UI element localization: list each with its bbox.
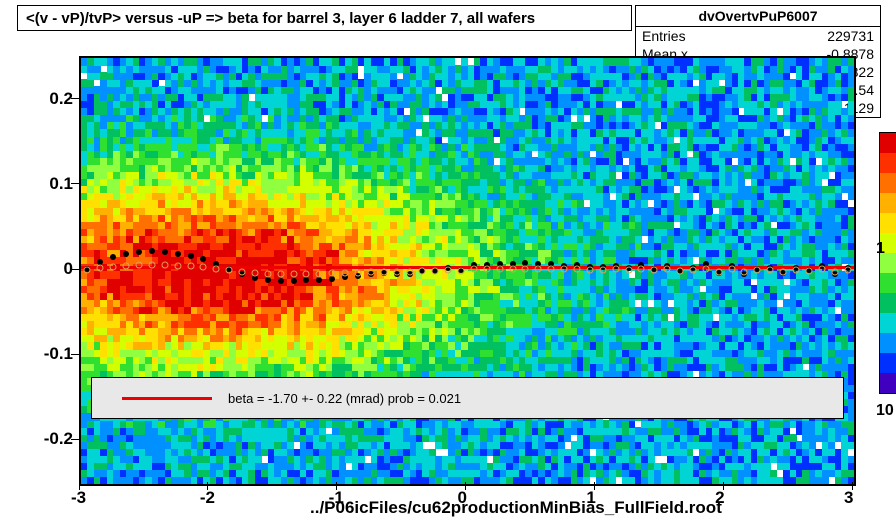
plot-area: beta = -1.70 +- 0.22 (mrad) prob = 0.021 bbox=[79, 56, 856, 486]
root-canvas: <(v - vP)/tvP> versus -uP => beta for ba… bbox=[0, 0, 896, 524]
plot-title-text: <(v - vP)/tvP> versus -uP => beta for ba… bbox=[26, 10, 535, 27]
fit-line-sample bbox=[122, 397, 212, 400]
stats-name: dvOvertvPuP6007 bbox=[636, 6, 880, 27]
fit-text: beta = -1.70 +- 0.22 (mrad) prob = 0.021 bbox=[228, 391, 461, 406]
heatmap bbox=[81, 58, 854, 484]
stats-row: Entries229731 bbox=[636, 27, 880, 45]
file-caption: ../P06icFiles/cu62productionMinBias_Full… bbox=[310, 498, 722, 518]
plot-title: <(v - vP)/tvP> versus -uP => beta for ba… bbox=[17, 5, 632, 31]
colorbar bbox=[879, 132, 896, 394]
fit-legend-box: beta = -1.70 +- 0.22 (mrad) prob = 0.021 bbox=[91, 377, 844, 419]
